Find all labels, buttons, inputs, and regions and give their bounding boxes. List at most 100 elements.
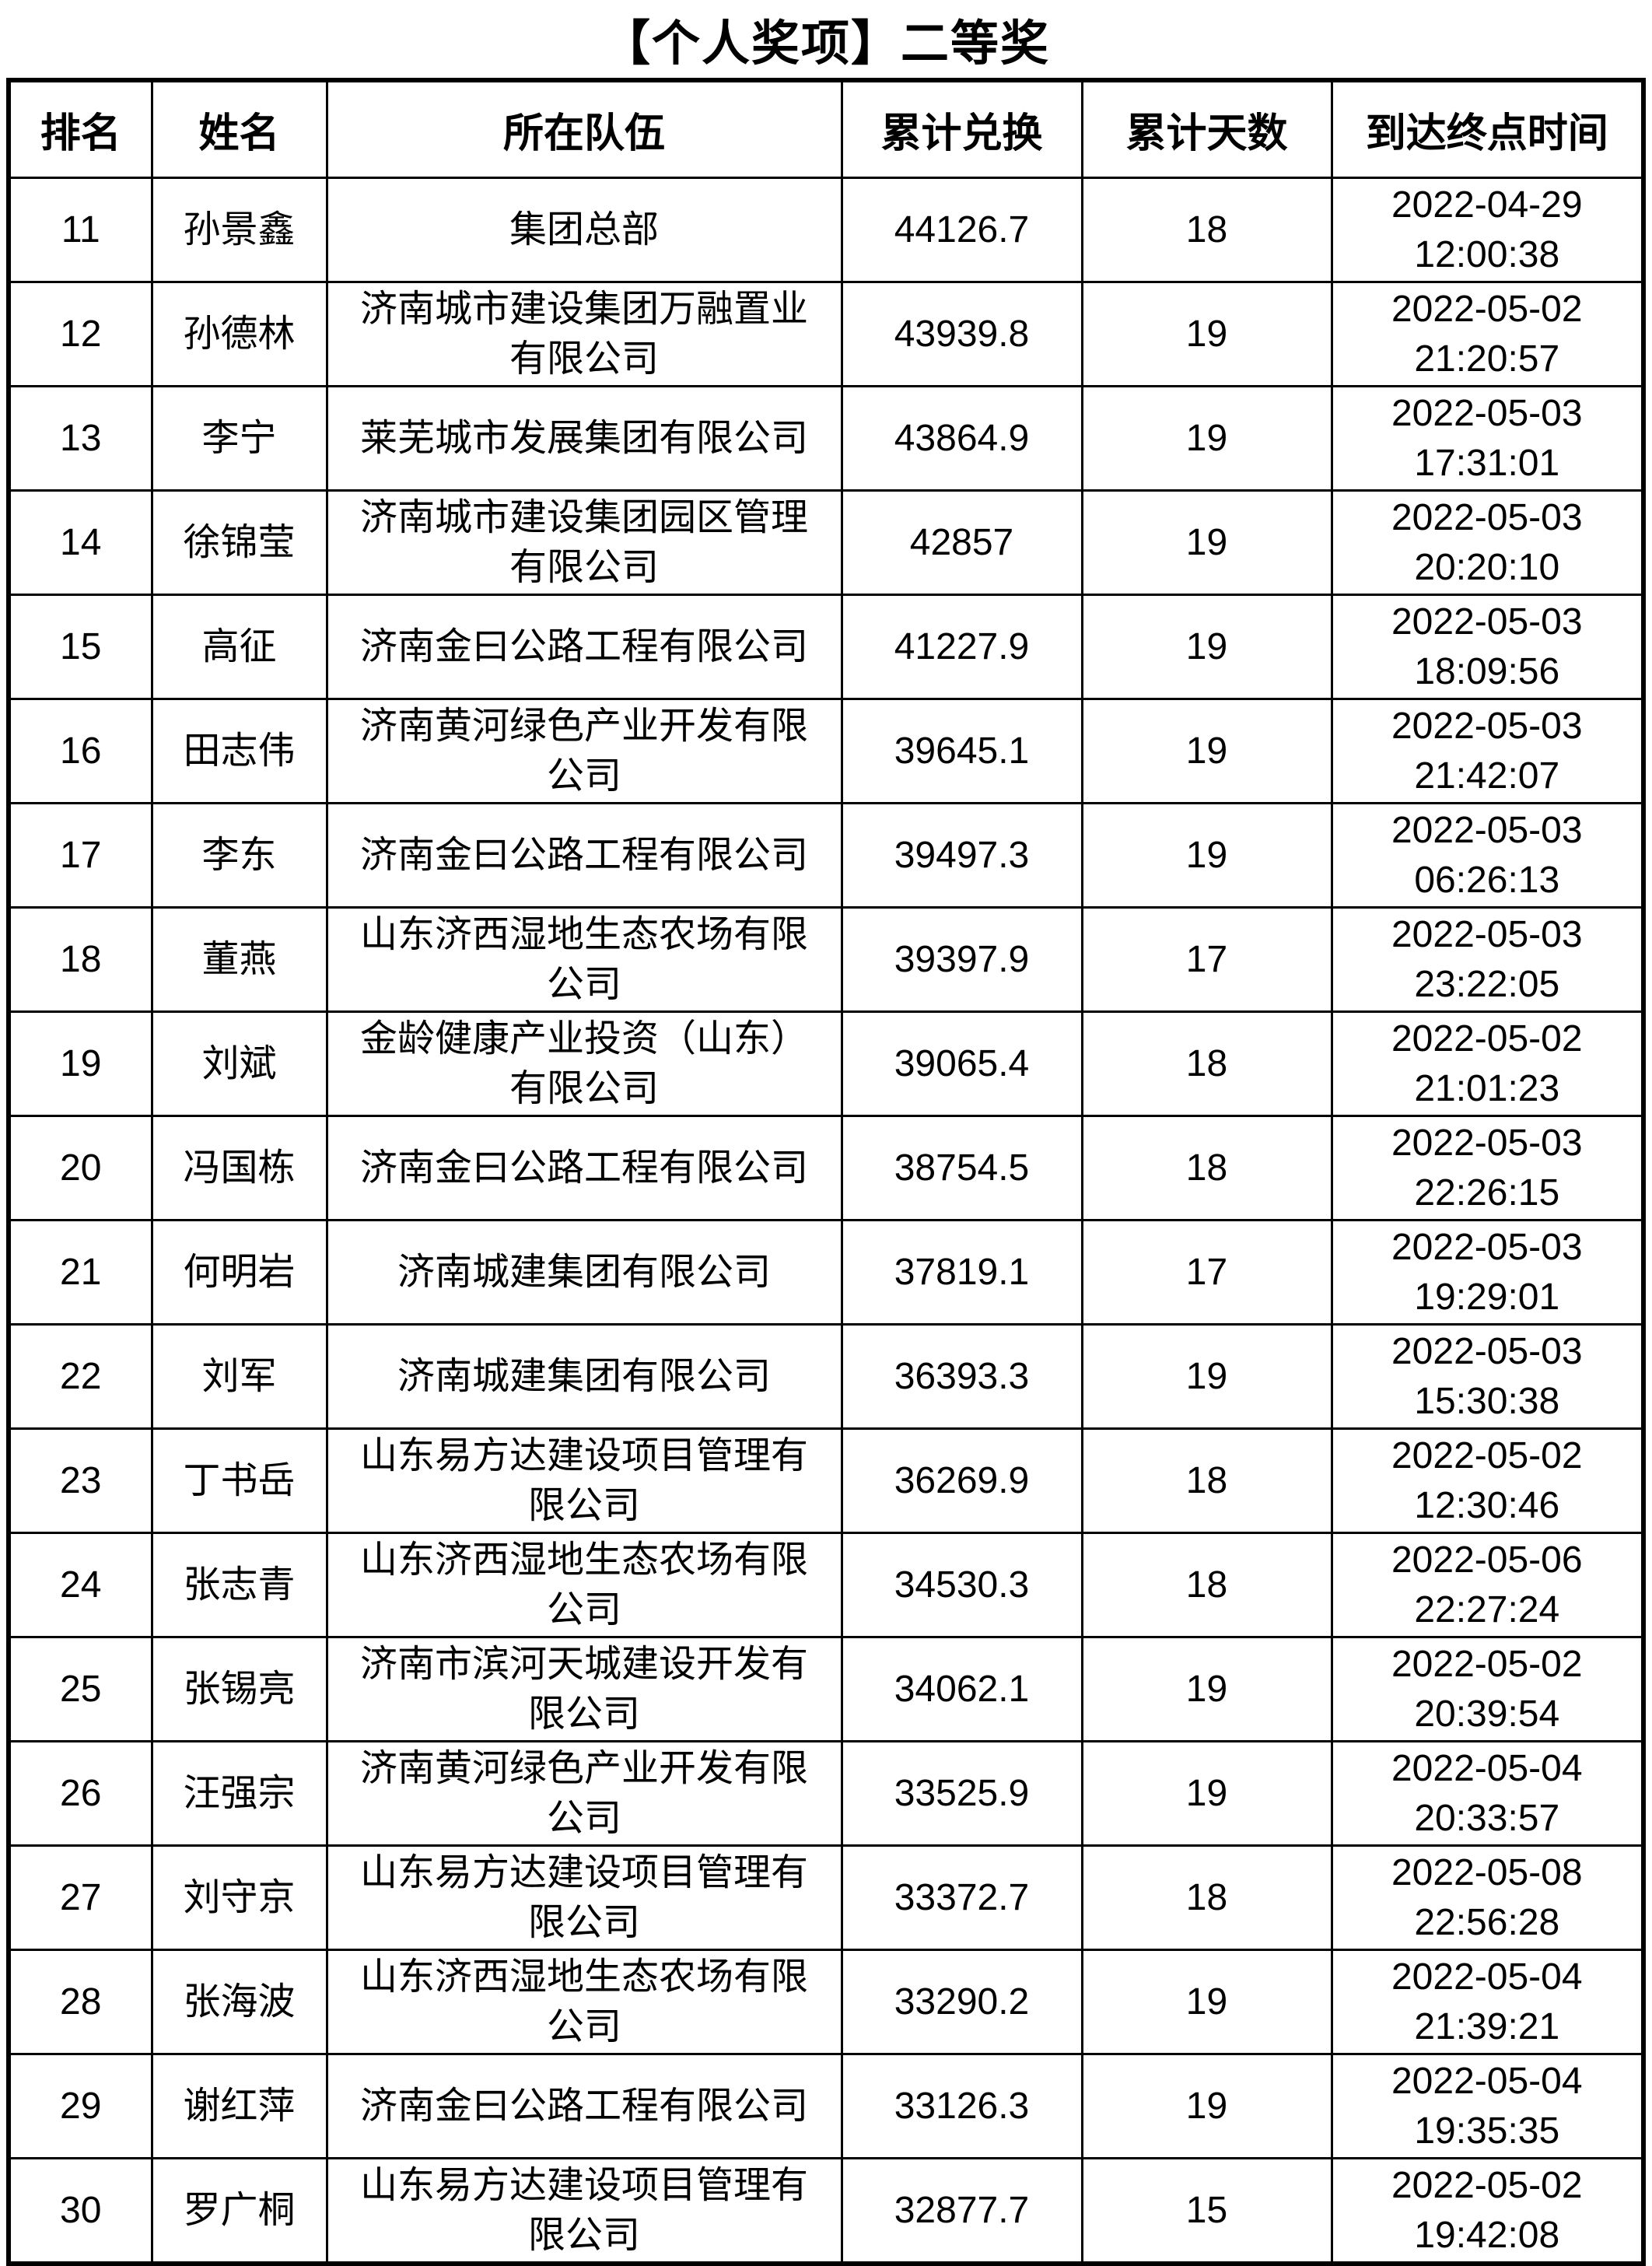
- table-row: 16 田志伟 济南黄河绿色产业开发有限公司 39645.1 19 2022-05…: [7, 698, 1645, 804]
- finish-clock: 19:42:08: [1414, 2214, 1560, 2256]
- rank-cell: 24: [7, 1532, 153, 1638]
- rank-cell: 13: [7, 385, 153, 492]
- team-cell: 济南黄河绿色产业开发有限公司: [325, 698, 843, 804]
- header-finish-time: 到达终点时间: [1330, 79, 1645, 179]
- table-row: 23 丁书岳 山东易方达建设项目管理有限公司 36269.9 18 2022-0…: [7, 1427, 1645, 1534]
- team-cell: 济南城建集团有限公司: [325, 1219, 843, 1326]
- rank-cell: 19: [7, 1010, 153, 1117]
- finish-clock: 12:30:46: [1414, 1484, 1560, 1526]
- finish-time-cell: 2022-05-03 17:31:01: [1330, 385, 1645, 492]
- name-cell: 谢红萍: [150, 2053, 328, 2159]
- finish-clock: 23:22:05: [1414, 963, 1560, 1005]
- points-cell: 33290.2: [840, 1949, 1083, 2055]
- name-cell: 高征: [150, 594, 328, 700]
- points-cell: 43864.9: [840, 385, 1083, 492]
- table-row: 19 刘斌 金龄健康产业投资（山东）有限公司 39065.4 18 2022-0…: [7, 1010, 1645, 1117]
- name-cell: 丁书岳: [150, 1427, 328, 1534]
- table-row: 24 张志青 山东济西湿地生态农场有限公司 34530.3 18 2022-05…: [7, 1532, 1645, 1638]
- team-cell: 济南城建集团有限公司: [325, 1323, 843, 1430]
- team-cell: 金龄健康产业投资（山东）有限公司: [325, 1010, 843, 1117]
- table-row: 22 刘军 济南城建集团有限公司 36393.3 19 2022-05-03 1…: [7, 1323, 1645, 1430]
- rank-cell: 12: [7, 281, 153, 387]
- name-cell: 董燕: [150, 906, 328, 1013]
- team-cell: 山东易方达建设项目管理有限公司: [325, 1844, 843, 1951]
- finish-clock: 20:39:54: [1414, 1693, 1560, 1735]
- finish-time-cell: 2022-05-03 18:09:56: [1330, 594, 1645, 700]
- points-cell: 37819.1: [840, 1219, 1083, 1326]
- days-cell: 18: [1080, 1427, 1333, 1534]
- finish-date: 2022-05-02: [1391, 1017, 1583, 1059]
- finish-date: 2022-05-02: [1391, 288, 1583, 330]
- rank-cell: 21: [7, 1219, 153, 1326]
- rank-cell: 14: [7, 489, 153, 596]
- table-row: 17 李东 济南金曰公路工程有限公司 39497.3 19 2022-05-03…: [7, 802, 1645, 909]
- finish-time-cell: 2022-05-04 19:35:35: [1330, 2053, 1645, 2159]
- finish-date: 2022-05-02: [1391, 1434, 1583, 1476]
- table-row: 21 何明岩 济南城建集团有限公司 37819.1 17 2022-05-03 …: [7, 1219, 1645, 1326]
- finish-time-cell: 2022-05-04 21:39:21: [1330, 1949, 1645, 2055]
- points-cell: 34530.3: [840, 1532, 1083, 1638]
- days-cell: 19: [1080, 385, 1333, 492]
- team-cell: 济南金曰公路工程有限公司: [325, 1115, 843, 1221]
- finish-clock: 19:35:35: [1414, 2110, 1560, 2152]
- header-name: 姓名: [150, 79, 328, 179]
- team-cell: 济南金曰公路工程有限公司: [325, 2053, 843, 2159]
- table-row: 12 孙德林 济南城市建设集团万融置业有限公司 43939.8 19 2022-…: [7, 281, 1645, 387]
- finish-time-cell: 2022-05-02 19:42:08: [1330, 2157, 1645, 2265]
- table-row: 20 冯国栋 济南金曰公路工程有限公司 38754.5 18 2022-05-0…: [7, 1115, 1645, 1221]
- points-cell: 43939.8: [840, 281, 1083, 387]
- finish-date: 2022-05-03: [1391, 809, 1583, 851]
- name-cell: 李东: [150, 802, 328, 909]
- finish-date: 2022-05-02: [1391, 2164, 1583, 2206]
- team-cell: 济南城市建设集团万融置业有限公司: [325, 281, 843, 387]
- team-cell: 济南市滨河天城建设开发有限公司: [325, 1636, 843, 1742]
- finish-date: 2022-05-04: [1391, 1747, 1583, 1789]
- points-cell: 39397.9: [840, 906, 1083, 1013]
- table-row: 26 汪强宗 济南黄河绿色产业开发有限公司 33525.9 19 2022-05…: [7, 1740, 1645, 1847]
- team-cell: 济南金曰公路工程有限公司: [325, 594, 843, 700]
- table-row: 13 李宁 莱芜城市发展集团有限公司 43864.9 19 2022-05-03…: [7, 385, 1645, 492]
- days-cell: 19: [1080, 802, 1333, 909]
- points-cell: 33126.3: [840, 2053, 1083, 2159]
- finish-time-cell: 2022-05-02 21:20:57: [1330, 281, 1645, 387]
- finish-time-cell: 2022-05-03 19:29:01: [1330, 1219, 1645, 1326]
- points-cell: 39645.1: [840, 698, 1083, 804]
- table-row: 18 董燕 山东济西湿地生态农场有限公司 39397.9 17 2022-05-…: [7, 906, 1645, 1013]
- points-cell: 36393.3: [840, 1323, 1083, 1430]
- name-cell: 田志伟: [150, 698, 328, 804]
- days-cell: 19: [1080, 281, 1333, 387]
- header-rank: 排名: [7, 79, 153, 179]
- team-cell: 山东济西湿地生态农场有限公司: [325, 1949, 843, 2055]
- table-row: 29 谢红萍 济南金曰公路工程有限公司 33126.3 19 2022-05-0…: [7, 2053, 1645, 2159]
- name-cell: 罗广桐: [150, 2157, 328, 2265]
- days-cell: 18: [1080, 177, 1333, 283]
- rank-cell: 17: [7, 802, 153, 909]
- finish-date: 2022-05-03: [1391, 705, 1583, 747]
- finish-time-cell: 2022-05-03 21:42:07: [1330, 698, 1645, 804]
- finish-time-cell: 2022-05-02 12:30:46: [1330, 1427, 1645, 1534]
- finish-clock: 06:26:13: [1414, 859, 1560, 901]
- rank-cell: 28: [7, 1949, 153, 2055]
- finish-date: 2022-04-29: [1391, 184, 1583, 226]
- days-cell: 19: [1080, 489, 1333, 596]
- name-cell: 汪强宗: [150, 1740, 328, 1847]
- rank-cell: 26: [7, 1740, 153, 1847]
- points-cell: 36269.9: [840, 1427, 1083, 1534]
- table-row: 30 罗广桐 山东易方达建设项目管理有限公司 32877.7 15 2022-0…: [7, 2157, 1645, 2265]
- finish-time-cell: 2022-05-02 20:39:54: [1330, 1636, 1645, 1742]
- points-cell: 39497.3: [840, 802, 1083, 909]
- finish-date: 2022-05-03: [1391, 392, 1583, 434]
- finish-date: 2022-05-06: [1391, 1539, 1583, 1581]
- name-cell: 李宁: [150, 385, 328, 492]
- days-cell: 18: [1080, 1115, 1333, 1221]
- points-cell: 34062.1: [840, 1636, 1083, 1742]
- days-cell: 19: [1080, 1740, 1333, 1847]
- finish-date: 2022-05-03: [1391, 496, 1583, 538]
- header-team: 所在队伍: [325, 79, 843, 179]
- finish-time-cell: 2022-05-04 20:33:57: [1330, 1740, 1645, 1847]
- days-cell: 17: [1080, 1219, 1333, 1326]
- table-row: 27 刘守京 山东易方达建设项目管理有限公司 33372.7 18 2022-0…: [7, 1844, 1645, 1951]
- finish-time-cell: 2022-05-03 06:26:13: [1330, 802, 1645, 909]
- rank-cell: 11: [7, 177, 153, 283]
